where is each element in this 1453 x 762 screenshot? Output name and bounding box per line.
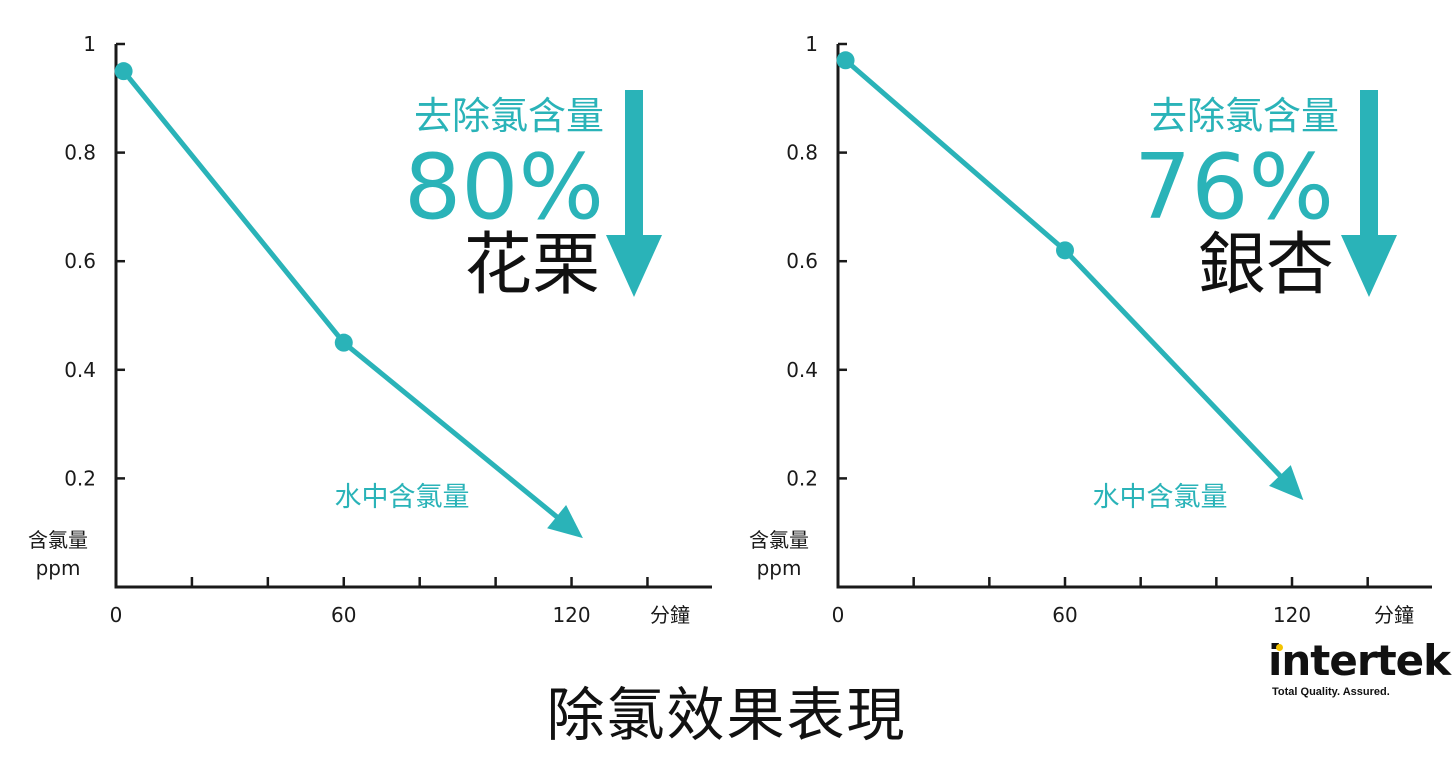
data-point xyxy=(1056,241,1075,260)
y-tick-label: 0.6 xyxy=(786,249,818,273)
data-point xyxy=(114,62,133,81)
y-axis-unit-ppm: ppm xyxy=(757,556,802,580)
x-tick-label: 0 xyxy=(832,603,845,627)
removal-label: 去除氯含量 xyxy=(414,94,604,138)
series-trend-line xyxy=(342,340,560,520)
x-tick-label: 60 xyxy=(331,603,356,627)
x-axis-unit: 分鐘 xyxy=(650,603,690,627)
x-tick-label: 120 xyxy=(552,603,590,627)
trend-arrowhead xyxy=(1269,465,1304,501)
data-point xyxy=(334,333,353,352)
page-title: 除氯效果表現 xyxy=(546,681,907,749)
chart-panel-1: 0.2 0.4 0.6 0.8 1 0 60 120 分鐘 含氯量 ppm 水中含氯量 去除氯含量80%… xyxy=(28,32,712,627)
y-tick-label: 0.4 xyxy=(64,358,96,382)
x-tick-label: 0 xyxy=(110,603,123,627)
series-label: 水中含氯量 xyxy=(335,482,470,513)
logo-wordmark: intertek xyxy=(1268,636,1451,685)
down-arrow-shaft xyxy=(625,90,643,240)
product-name: 銀杏 xyxy=(1198,226,1334,305)
x-tick-label: 120 xyxy=(1273,603,1311,627)
y-tick-label: 1 xyxy=(83,32,96,56)
series-label: 水中含氯量 xyxy=(1093,482,1228,513)
y-tick-label: 0.6 xyxy=(64,249,96,273)
y-tick-label: 0.2 xyxy=(786,466,818,490)
series-line-segment xyxy=(121,68,347,346)
product-name: 花栗 xyxy=(464,226,600,305)
y-tick-label: 0.4 xyxy=(786,358,818,382)
data-point xyxy=(836,51,855,70)
down-arrow-head xyxy=(1341,235,1397,297)
series-trend-line xyxy=(1063,248,1284,479)
y-tick-label: 1 xyxy=(805,32,818,56)
trend-arrowhead xyxy=(547,504,583,539)
intertek-logo: intertek Total Quality. Assured. xyxy=(1268,636,1451,702)
series-line-segment xyxy=(843,57,1068,253)
y-tick-label: 0.2 xyxy=(64,466,96,490)
y-axis-unit-ppm: ppm xyxy=(36,556,81,580)
x-tick-label: 60 xyxy=(1052,603,1077,627)
removal-label: 去除氯含量 xyxy=(1149,94,1339,138)
chart-panel-2: 0.2 0.4 0.6 0.8 1 0 60 120 分鐘 含氯量 ppm 水中含氯量 去除氯含量76%… xyxy=(749,32,1432,627)
removal-percent: 80% xyxy=(404,135,604,240)
y-tick-label: 0.8 xyxy=(64,141,96,165)
logo-tagline: Total Quality. Assured. xyxy=(1272,686,1390,698)
y-axis-unit: 含氯量 xyxy=(749,528,809,552)
logo-dot xyxy=(1276,644,1283,651)
x-axis-unit: 分鐘 xyxy=(1374,603,1414,627)
y-axis-unit: 含氯量 xyxy=(28,528,88,552)
y-tick-label: 0.8 xyxy=(786,141,818,165)
removal-percent: 76% xyxy=(1134,135,1334,240)
down-arrow-head xyxy=(606,235,662,297)
down-arrow-shaft xyxy=(1360,90,1378,240)
